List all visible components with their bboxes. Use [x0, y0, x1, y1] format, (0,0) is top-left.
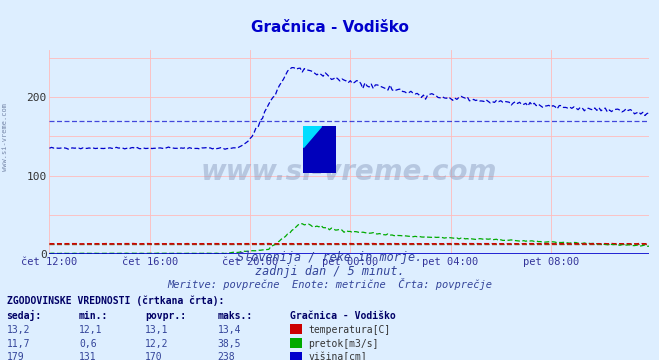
Polygon shape: [303, 126, 336, 173]
Text: 170: 170: [145, 352, 163, 360]
Text: 0,6: 0,6: [79, 339, 97, 349]
Text: www.si-vreme.com: www.si-vreme.com: [201, 158, 498, 186]
Text: 131: 131: [79, 352, 97, 360]
Text: povpr.:: povpr.:: [145, 311, 186, 321]
Text: sedaj:: sedaj:: [7, 310, 42, 321]
Text: 238: 238: [217, 352, 235, 360]
Text: Slovenija / reke in morje.: Slovenija / reke in morje.: [237, 251, 422, 264]
Text: min.:: min.:: [79, 311, 109, 321]
Text: Gračnica - Vodiško: Gračnica - Vodiško: [250, 20, 409, 35]
Text: www.si-vreme.com: www.si-vreme.com: [2, 103, 9, 171]
Text: Gračnica - Vodiško: Gračnica - Vodiško: [290, 311, 395, 321]
Text: višina[cm]: višina[cm]: [308, 352, 367, 360]
Text: 38,5: 38,5: [217, 339, 241, 349]
Text: 11,7: 11,7: [7, 339, 30, 349]
Text: 12,1: 12,1: [79, 325, 103, 335]
Text: 13,4: 13,4: [217, 325, 241, 335]
Text: 179: 179: [7, 352, 24, 360]
Polygon shape: [303, 126, 322, 147]
Text: ZGODOVINSKE VREDNOSTI (črtkana črta):: ZGODOVINSKE VREDNOSTI (črtkana črta):: [7, 296, 224, 306]
Text: 13,2: 13,2: [7, 325, 30, 335]
Text: pretok[m3/s]: pretok[m3/s]: [308, 339, 379, 349]
Text: maks.:: maks.:: [217, 311, 252, 321]
Text: Meritve: povprečne  Enote: metrične  Črta: povprečje: Meritve: povprečne Enote: metrične Črta:…: [167, 278, 492, 291]
Text: 13,1: 13,1: [145, 325, 169, 335]
Text: 12,2: 12,2: [145, 339, 169, 349]
Text: zadnji dan / 5 minut.: zadnji dan / 5 minut.: [254, 265, 405, 278]
Text: temperatura[C]: temperatura[C]: [308, 325, 391, 335]
